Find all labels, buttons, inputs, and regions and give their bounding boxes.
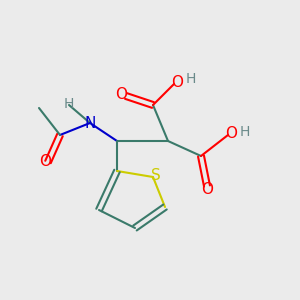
Text: S: S bbox=[151, 168, 161, 183]
Text: H: H bbox=[239, 125, 250, 139]
Text: O: O bbox=[225, 126, 237, 141]
Text: N: N bbox=[84, 116, 96, 130]
Text: H: H bbox=[64, 97, 74, 110]
Text: O: O bbox=[201, 182, 213, 196]
Text: O: O bbox=[39, 154, 51, 169]
Text: O: O bbox=[171, 75, 183, 90]
Text: O: O bbox=[116, 87, 128, 102]
Text: H: H bbox=[185, 73, 196, 86]
